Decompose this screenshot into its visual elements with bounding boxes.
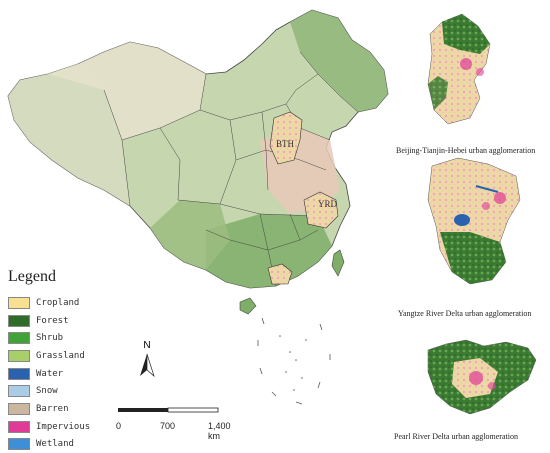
north-arrow: N [136,340,158,351]
legend-label: Barren [36,404,69,414]
legend-swatch [8,368,30,380]
south-sea-dashes [258,318,330,404]
scale-bar-graphic [118,408,218,412]
north-letter: N [136,340,158,351]
legend-item: Impervious [8,418,90,436]
legend-label: Water [36,369,63,379]
legend-label: Grassland [36,351,85,361]
caption-yrd: Yangtze River Delta urban agglomeration [398,309,531,318]
legend-item: Cropland [8,294,90,312]
legend-item: Barren [8,400,90,418]
caption-prd: Pearl River Delta urban agglomeration [394,432,518,441]
hainan-island [240,298,256,314]
bth-label: BTH [276,139,294,149]
yrd-label: YRD [318,199,337,209]
legend-item: Grassland [8,347,90,365]
legend-swatch [8,385,30,397]
legend-item: Forest [8,312,90,330]
legend-swatch [8,315,30,327]
legend-swatch [8,403,30,415]
legend: Cropland Forest Shrub Grassland Water Sn… [8,294,90,453]
legend-swatch [8,350,30,362]
legend-title: Legend [8,268,56,286]
legend-label: Forest [36,316,69,326]
scale-label-1400: 1,400 km [208,421,234,441]
south-sea-islands [279,335,307,391]
legend-label: Shrub [36,333,63,343]
legend-label: Cropland [36,298,79,308]
legend-label: Impervious [36,422,90,432]
legend-label: Wetland [36,439,74,449]
caption-bth: Beijing-Tianjin-Hebei urban agglomeratio… [396,146,535,155]
inset-bth [428,14,490,124]
legend-item: Shrub [8,329,90,347]
inset-yrd [428,158,520,284]
legend-item: Water [8,365,90,383]
inset-prd [428,340,536,414]
legend-swatch [8,421,30,433]
legend-swatch [8,297,30,309]
scale-label-0: 0 [116,421,121,431]
north-arrow-graphic [140,354,154,376]
legend-item: Wetland [8,436,90,453]
legend-swatch [8,332,30,344]
legend-label: Snow [36,386,58,396]
legend-item: Snow [8,382,90,400]
legend-swatch [8,438,30,450]
taiwan-island [332,250,344,276]
scale-label-700: 700 [160,421,175,431]
